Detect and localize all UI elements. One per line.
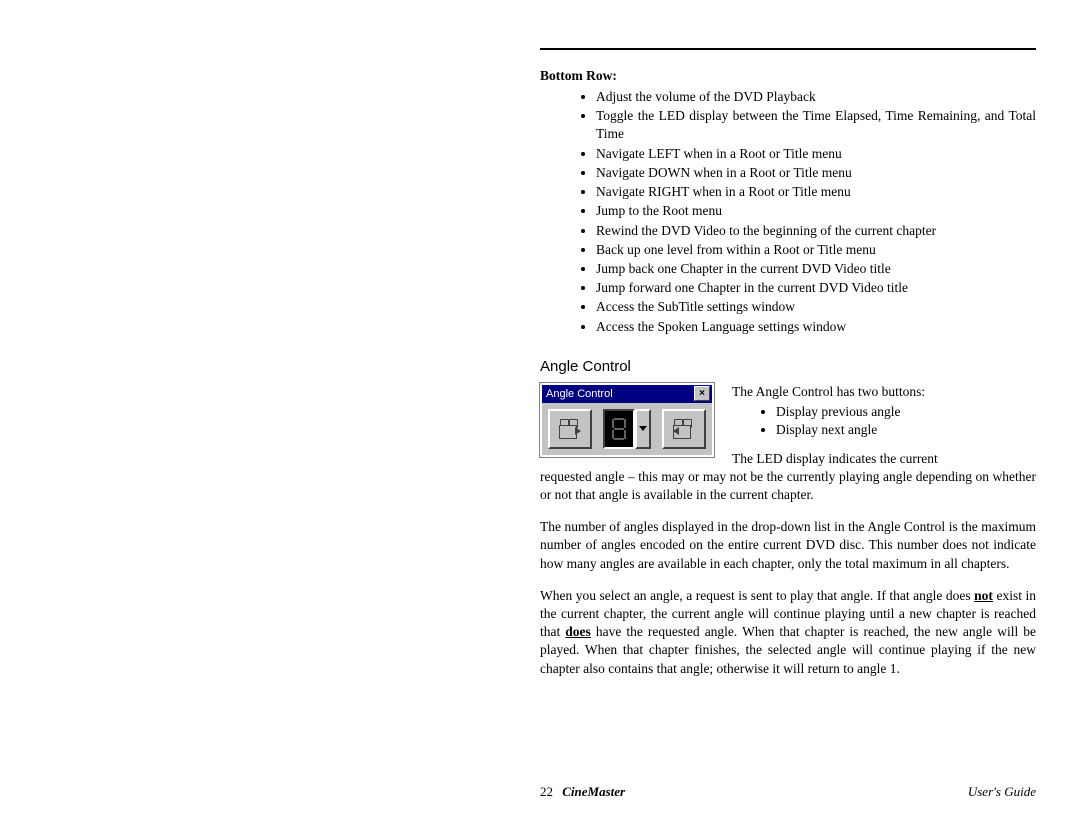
list-item: Navigate DOWN when in a Root or Title me… [596,164,1036,182]
close-icon: × [699,388,705,399]
angle-control-titlebar[interactable]: Angle Control × [542,385,712,403]
list-item: Navigate RIGHT when in a Root or Title m… [596,183,1036,201]
page-content: Bottom Row: Adjust the volume of the DVD… [540,48,1036,692]
angle-control-heading: Angle Control [540,358,1036,375]
paragraph-1: requested angle – this may or may not be… [540,468,1036,504]
prev-angle-button[interactable] [548,409,592,449]
list-item: Adjust the volume of the DVD Playback [596,88,1036,106]
next-angle-button[interactable] [662,409,706,449]
bottom-row-list: Adjust the volume of the DVD Playback To… [540,88,1036,336]
angle-control-body [542,403,712,455]
page-number: 22 [540,784,553,799]
list-item: Back up one level from within a Root or … [596,241,1036,259]
angle-intro: The Angle Control has two buttons: [732,383,1036,401]
page-footer: 22 CineMaster User's Guide [540,784,1036,800]
footer-product: CineMaster [562,784,625,799]
camera-prev-icon [557,419,583,439]
camera-next-icon [671,419,697,439]
chevron-down-icon [639,426,647,431]
close-button[interactable]: × [694,386,710,401]
angle-control-window: Angle Control × [540,383,714,457]
list-item: Jump back one Chapter in the current DVD… [596,260,1036,278]
list-item: Rewind the DVD Video to the beginning of… [596,222,1036,240]
angle-side-text: The Angle Control has two buttons: Displ… [732,383,1036,468]
footer-left: 22 CineMaster [540,784,625,800]
angle-led-group [603,409,651,449]
paragraph-3: When you select an angle, a request is s… [540,587,1036,678]
list-item: Jump forward one Chapter in the current … [596,279,1036,297]
angle-led-line: The LED display indicates the current [732,450,1036,468]
list-item: Navigate LEFT when in a Root or Title me… [596,145,1036,163]
bottom-row-heading: Bottom Row: [540,68,1036,84]
angle-dropdown-button[interactable] [635,409,651,449]
paragraph-2: The number of angles displayed in the dr… [540,518,1036,573]
p3-c: have the requested angle. When that chap… [540,624,1036,675]
p3-does: does [565,624,591,639]
angle-control-title: Angle Control [546,388,613,400]
list-item: Access the Spoken Language settings wind… [596,318,1036,336]
list-item: Toggle the LED display between the Time … [596,107,1036,143]
seven-segment-icon [612,418,626,440]
footer-doc: User's Guide [968,784,1036,800]
list-item: Jump to the Root menu [596,202,1036,220]
p3-a: When you select an angle, a request is s… [540,588,974,603]
p3-not: not [974,588,993,603]
list-item: Access the SubTitle settings window [596,298,1036,316]
list-item: Display next angle [776,421,1036,439]
angle-row: Angle Control × [540,383,1036,468]
angle-led-display [603,409,635,449]
list-item: Display previous angle [776,403,1036,421]
top-rule [540,48,1036,50]
angle-bullets: Display previous angle Display next angl… [732,403,1036,439]
